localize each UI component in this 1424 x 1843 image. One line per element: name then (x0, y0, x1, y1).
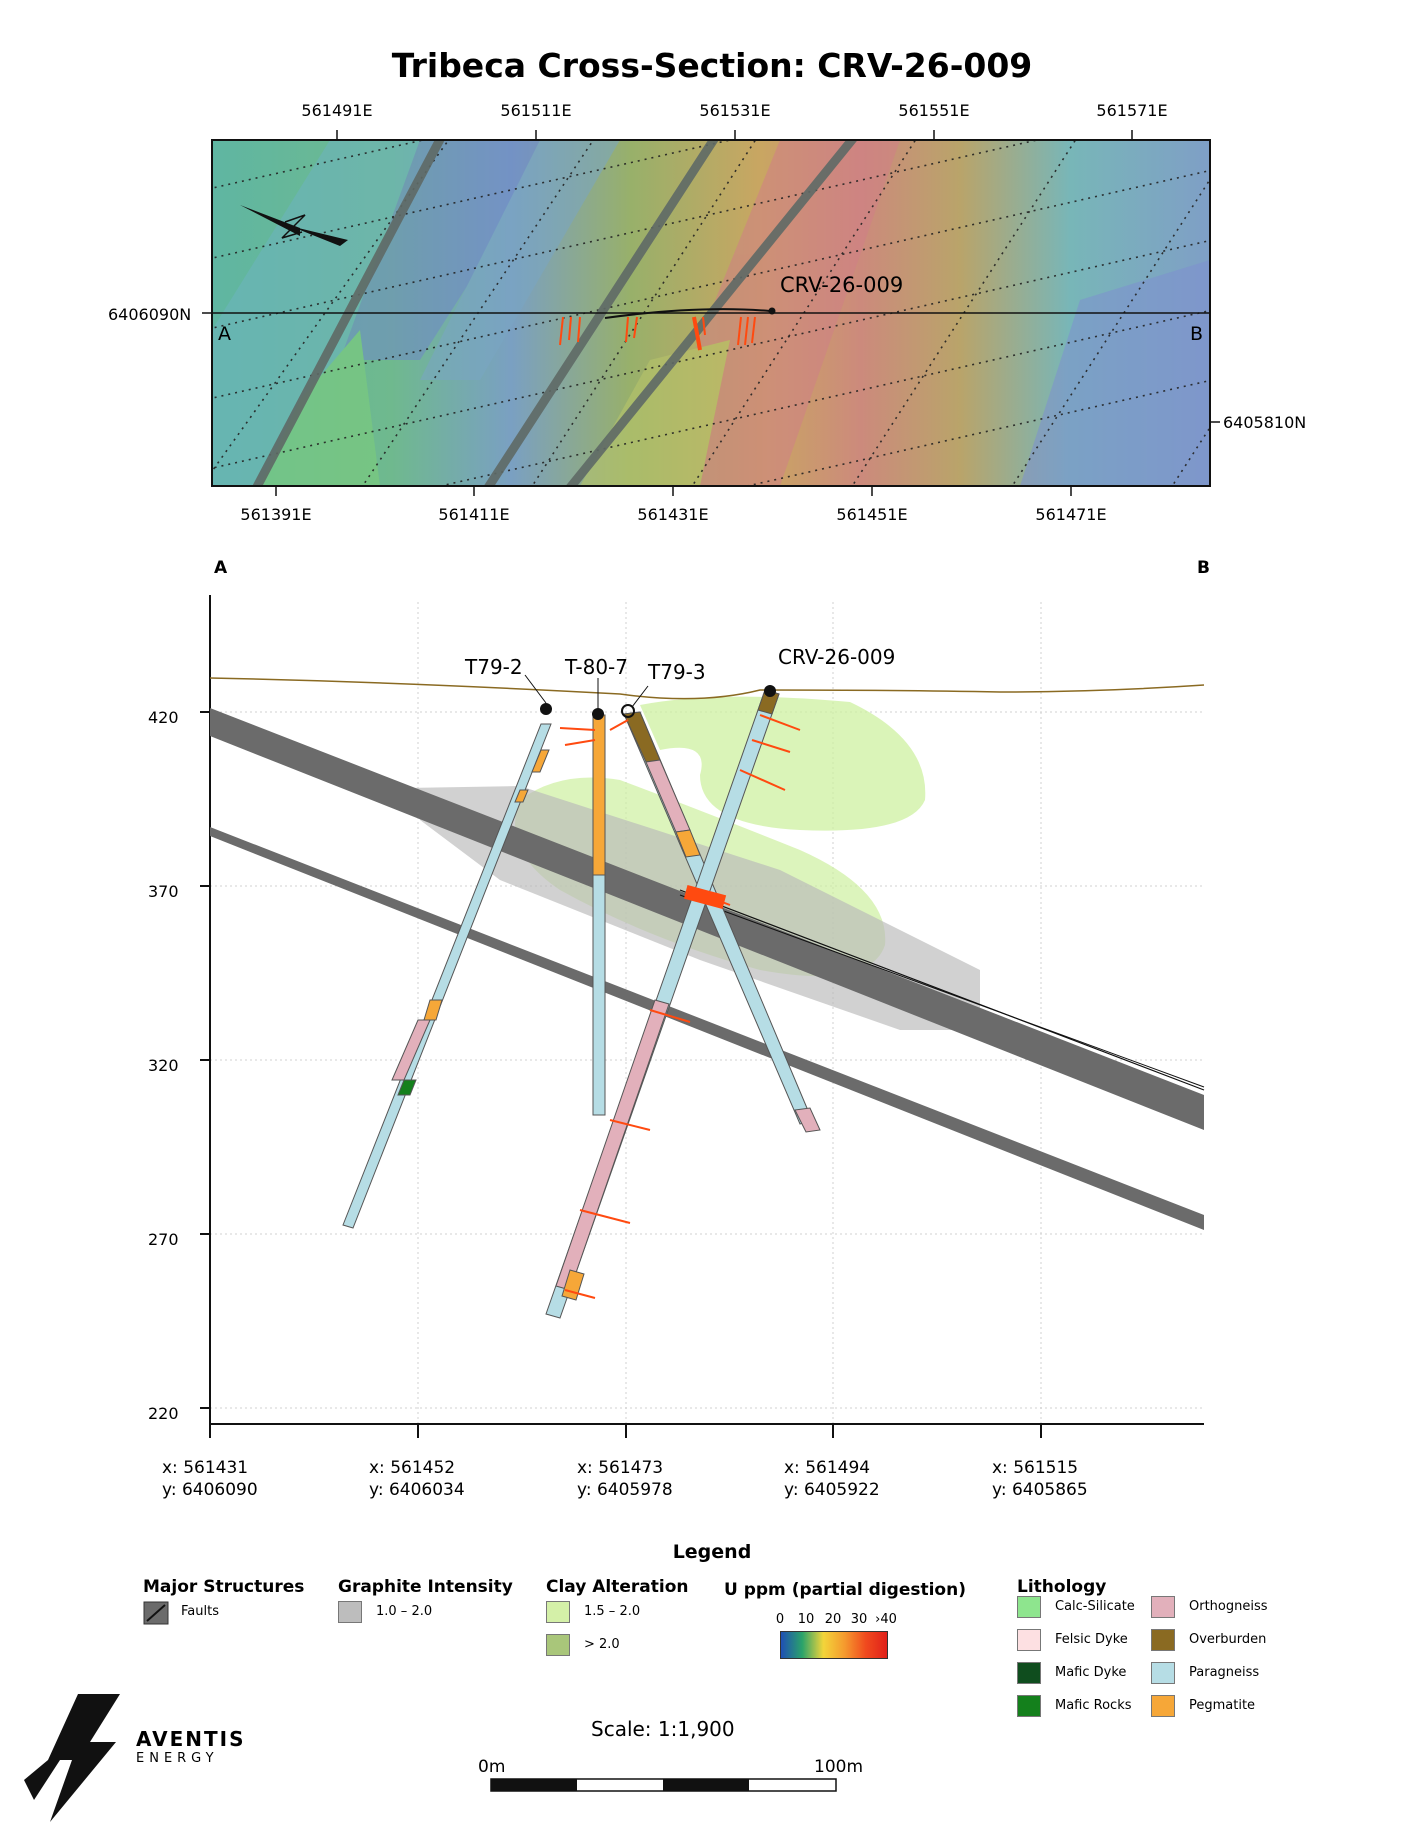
logo-text-line2: ENERGY (136, 1751, 219, 1766)
lithology-label: Mafic Dyke (1055, 1665, 1127, 1680)
uranium-tick-label: ›40 (875, 1612, 897, 1627)
legend-faults-label: Faults (181, 1604, 219, 1619)
legend-clay-label: 1.5 – 2.0 (584, 1604, 641, 1619)
plan-hole-label: CRV-26-009 (780, 273, 904, 297)
top-easting-label: 561551E (898, 101, 970, 120)
legend-structures-heading: Major Structures (143, 1577, 305, 1597)
plan-map (202, 130, 1220, 496)
section-label-b: B (1197, 558, 1210, 578)
elevation-label: 420 (148, 708, 179, 727)
bottom-easting-label: 561411E (438, 505, 510, 524)
lithology-swatch (1151, 1629, 1175, 1651)
bottom-easting-label: 561391E (240, 505, 312, 524)
legend-title: Legend (672, 1541, 752, 1563)
cross-section (200, 595, 1205, 1438)
elevation-label: 220 (148, 1404, 179, 1423)
legend-graphite-label: 1.0 – 2.0 (376, 1604, 433, 1619)
uranium-tick-label: 10 (797, 1612, 815, 1627)
lithology-swatch (1151, 1695, 1175, 1717)
logo-text-line1: AVENTIS (136, 1727, 246, 1751)
section-coordinate: x: 561452 y: 6406034 (369, 1458, 465, 1500)
lithology-label: Calc-Silicate (1055, 1599, 1135, 1614)
map-title: Tribeca Cross-Section: CRV-26-009 (391, 46, 1033, 85)
lithology-swatch (1151, 1596, 1175, 1618)
scale-left-label: 0m (478, 1757, 506, 1777)
uranium-colorbar (780, 1631, 888, 1659)
fault-swatch-icon (143, 1601, 169, 1625)
top-easting-label: 561531E (699, 101, 771, 120)
scale-bar (490, 1778, 837, 1792)
scale-right-label: 100m (814, 1757, 864, 1777)
lithology-label: Orthogneiss (1189, 1599, 1268, 1614)
lithology-label: Felsic Dyke (1055, 1632, 1128, 1647)
legend-clay-label: > 2.0 (584, 1637, 620, 1652)
left-northing-label: 6406090N (108, 305, 192, 324)
section-coordinate: x: 561494 y: 6405922 (784, 1458, 880, 1500)
elevation-label: 270 (148, 1230, 179, 1249)
top-easting-label: 561571E (1096, 101, 1168, 120)
lithology-swatch (1151, 1662, 1175, 1684)
bottom-easting-label: 561471E (1035, 505, 1107, 524)
legend-graphite-heading: Graphite Intensity (338, 1577, 513, 1597)
lithology-label: Pegmatite (1189, 1698, 1256, 1713)
clay-swatch (546, 1601, 570, 1623)
top-easting-label: 561491E (301, 101, 373, 120)
uranium-tick-label: 0 (775, 1612, 785, 1627)
north-arrow-icon (240, 205, 348, 246)
clay-swatch (546, 1634, 570, 1656)
section-coordinate: x: 561515 y: 6405865 (992, 1458, 1088, 1500)
hole-label-crv-26-009: CRV-26-009 (778, 645, 896, 669)
top-easting-label: 561511E (500, 101, 572, 120)
plan-point-a: A (218, 323, 231, 345)
lithology-swatch (1017, 1629, 1041, 1651)
bottom-easting-label: 561431E (637, 505, 709, 524)
section-label-a: A (214, 558, 228, 578)
lithology-label: Mafic Rocks (1055, 1698, 1132, 1713)
section-coordinate: x: 561473 y: 6405978 (577, 1458, 673, 1500)
hole-label-t-80-7: T-80-7 (565, 655, 628, 679)
lithology-label: Paragneiss (1189, 1665, 1260, 1680)
lithology-swatch (1017, 1662, 1041, 1684)
lithology-swatch (1017, 1596, 1041, 1618)
right-northing-label: 6405810N (1223, 413, 1307, 432)
uranium-tick-label: 30 (850, 1612, 868, 1627)
lithology-swatch (1017, 1695, 1041, 1717)
hole-label-t79-2: T79-2 (465, 655, 523, 679)
aventis-logo-icon (24, 1694, 120, 1822)
legend-clay-heading: Clay Alteration (546, 1577, 689, 1597)
elevation-label: 370 (148, 882, 179, 901)
elevation-label: 320 (148, 1056, 179, 1075)
legend-uranium-heading: U ppm (partial digestion) (724, 1580, 966, 1600)
lithology-label: Overburden (1189, 1632, 1267, 1647)
legend-lithology-heading: Lithology (1017, 1577, 1107, 1597)
bottom-easting-label: 561451E (836, 505, 908, 524)
graphite-swatch (338, 1601, 362, 1623)
hole-label-t79-3: T79-3 (648, 660, 706, 684)
plan-point-b: B (1190, 323, 1204, 345)
scale-title: Scale: 1:1,900 (591, 1717, 735, 1741)
uranium-tick-label: 20 (824, 1612, 842, 1627)
section-coordinate: x: 561431 y: 6406090 (162, 1458, 258, 1500)
